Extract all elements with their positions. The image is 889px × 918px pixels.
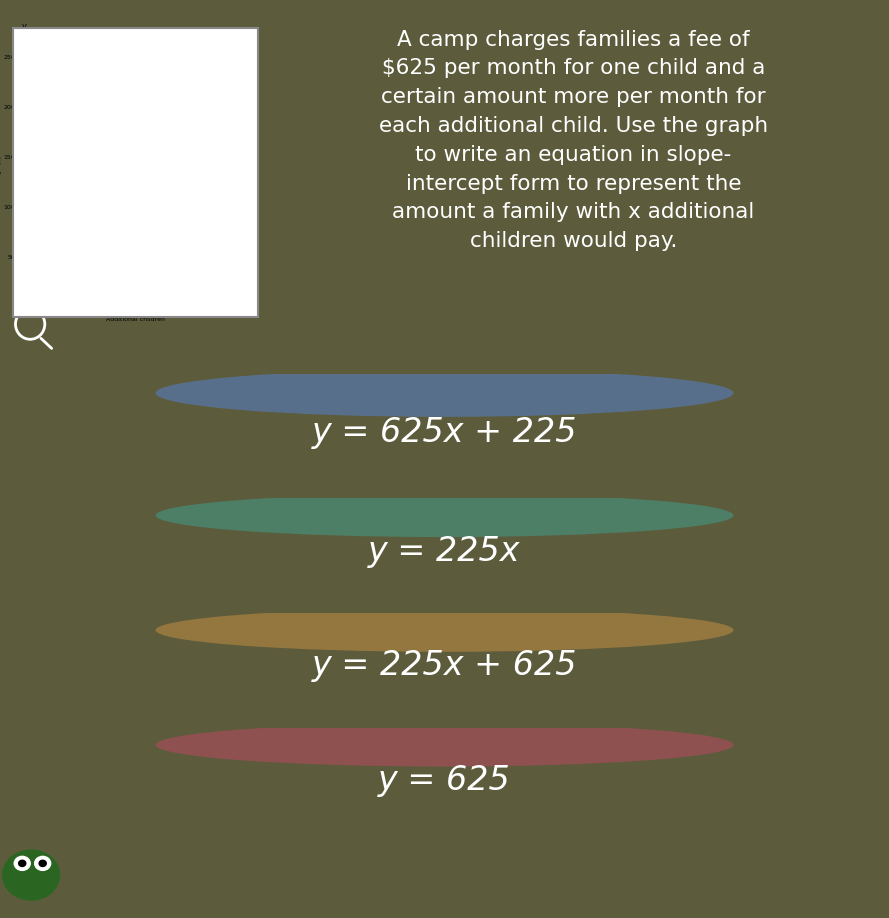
Circle shape xyxy=(39,860,46,867)
X-axis label: Additional children: Additional children xyxy=(106,318,165,322)
Y-axis label: Charge ($): Charge ($) xyxy=(0,155,2,189)
Ellipse shape xyxy=(156,369,733,417)
Circle shape xyxy=(14,856,30,870)
Text: y = 225x: y = 225x xyxy=(368,534,521,567)
Circle shape xyxy=(19,860,26,867)
Ellipse shape xyxy=(156,609,733,652)
Circle shape xyxy=(35,856,51,870)
Ellipse shape xyxy=(156,494,733,537)
Ellipse shape xyxy=(156,723,733,767)
Text: x: x xyxy=(253,297,258,307)
Text: y = 225x + 625: y = 225x + 625 xyxy=(312,649,577,682)
Text: y: y xyxy=(22,22,27,30)
Text: y = 625: y = 625 xyxy=(378,764,511,797)
Text: y = 625x + 225: y = 625x + 225 xyxy=(312,416,577,449)
Text: A camp charges families a fee of
$625 per month for one child and a
certain amou: A camp charges families a fee of $625 pe… xyxy=(379,29,768,252)
Circle shape xyxy=(3,850,60,900)
